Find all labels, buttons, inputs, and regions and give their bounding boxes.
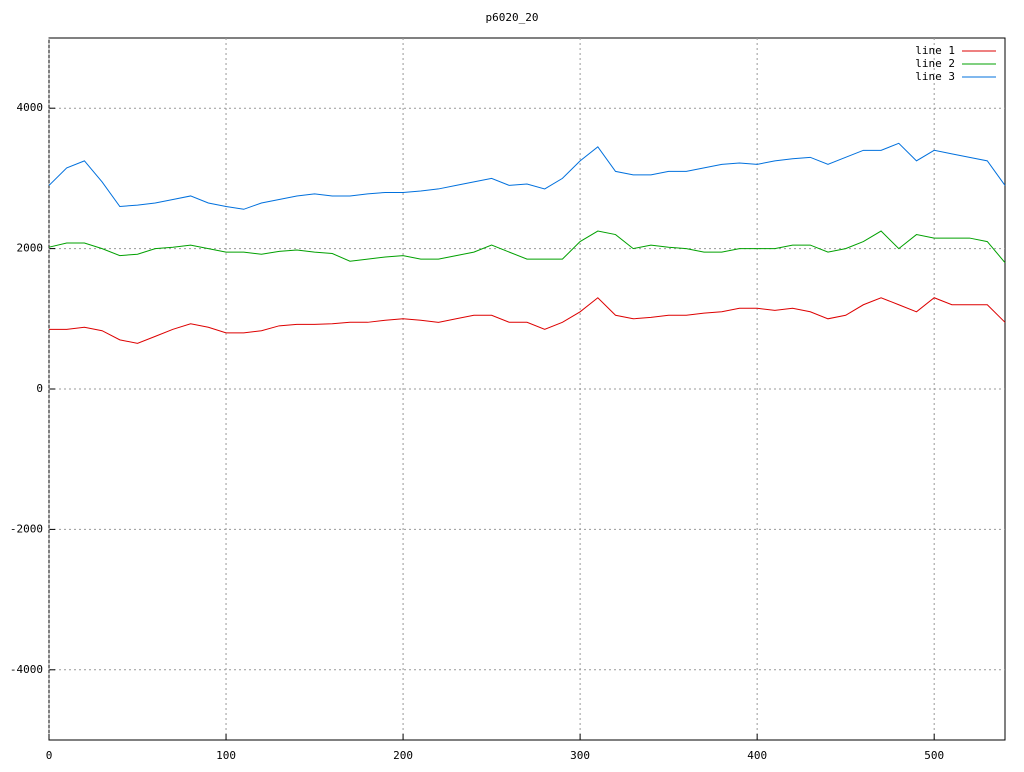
x-tick-label: 0 (46, 749, 53, 762)
x-tick-label: 100 (216, 749, 236, 762)
x-tick-label: 200 (393, 749, 413, 762)
legend-label: line 1 (915, 44, 955, 57)
y-tick-label: -2000 (10, 522, 43, 535)
plot-frame (48, 37, 1006, 741)
x-tick-label: 400 (747, 749, 767, 762)
data-line (49, 297, 1006, 344)
y-tick-label: 2000 (17, 242, 44, 255)
data-line (48, 230, 1006, 263)
y-tick-label: -4000 (10, 663, 43, 676)
x-tick-label: 500 (924, 749, 944, 762)
data-line (48, 142, 1006, 210)
y-tick-label: 0 (36, 382, 43, 395)
y-tick-label: 4000 (17, 101, 44, 114)
legend-label: line 3 (915, 70, 955, 83)
chart-title: p6020_20 (486, 11, 539, 24)
x-tick-label: 300 (570, 749, 590, 762)
legend-label: line 2 (915, 57, 955, 70)
